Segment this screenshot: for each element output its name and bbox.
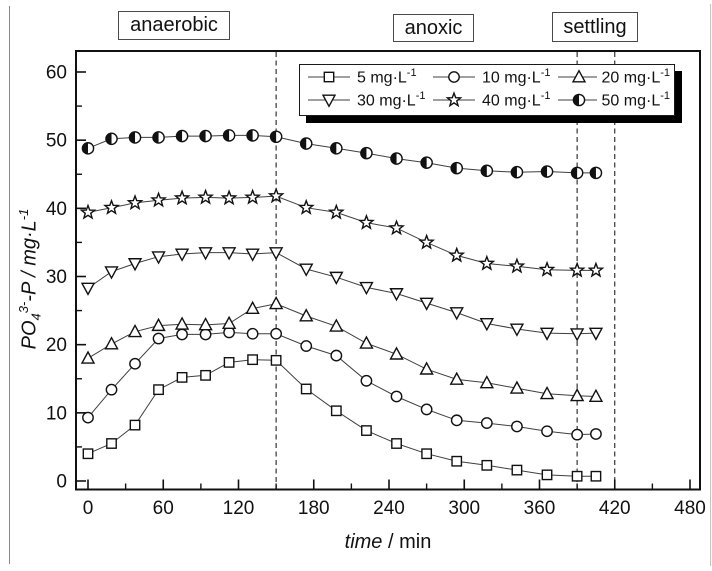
legend-entry: 50 mg·L-1 (556, 90, 670, 110)
tick-label: 360 (524, 498, 556, 519)
legend-entry: 10 mg·L-1 (431, 67, 556, 87)
phase-box-anoxic: anoxic (393, 14, 474, 42)
x-axis-title-var: time (344, 531, 383, 553)
tick-label: 60 (153, 498, 174, 519)
legend-label: 40 mg·L-1 (482, 90, 551, 110)
y-axis: 0 10 20 30 40 50 60 (46, 62, 86, 493)
legend-label: 50 mg·L-1 (601, 90, 670, 110)
legend-marker-half-circle (558, 94, 597, 107)
tick-label: 30 (46, 267, 67, 288)
phase-label-settling: settling (563, 15, 627, 38)
y-axis-title-part: -P / mg·L (18, 220, 41, 302)
tick-label: 300 (448, 498, 480, 519)
phase-box-anaerobic: anaerobic (118, 11, 230, 40)
phase-label-anaerobic: anaerobic (130, 14, 218, 36)
tick-label: 40 (46, 199, 67, 220)
tick-label: 180 (298, 498, 330, 519)
plot-frame (75, 50, 701, 491)
phase-label-anoxic: anoxic (404, 16, 463, 39)
legend-marker-circle (433, 71, 475, 84)
tick-label: 120 (223, 498, 255, 519)
x-axis-title-unit: / min (382, 531, 432, 553)
tick-label: 50 (46, 131, 67, 152)
legend-marker-square (308, 72, 350, 83)
legend-entry: 20 mg·L-1 (556, 67, 670, 87)
tick-label: 10 (46, 403, 67, 424)
legend-label: 5 mg·L-1 (357, 67, 417, 87)
tick-label: 0 (83, 498, 94, 519)
series-20-mg-L-1 (80, 295, 604, 402)
legend-label: 10 mg·L-1 (482, 67, 551, 87)
tick-label: 420 (599, 498, 631, 519)
y-axis-title: PO43--P / mg·L-1 (16, 129, 44, 429)
series-50-mg-L-1 (81, 129, 603, 180)
tick-label: 240 (373, 498, 405, 519)
legend-marker-triangle-down (308, 94, 350, 109)
phase-box-settling: settling (552, 12, 638, 42)
tick-label: 0 (56, 472, 67, 493)
tick-label: 20 (46, 335, 67, 356)
legend-marker-triangle-up (558, 69, 597, 83)
y-axis-title-sup: 3- (16, 301, 31, 314)
legend-marker-star (433, 91, 475, 108)
legend-entry: 30 mg·L-1 (306, 90, 431, 110)
x-axis-title: time / min (76, 531, 700, 554)
tick-label: 480 (674, 498, 706, 519)
x-axis: 0 60 120 180 240 300 360 420 480 (83, 479, 706, 519)
y-axis-title-sup: -1 (16, 208, 31, 221)
legend: 5 mg·L-1 10 mg·L-1 20 mg·L-1 30 mg·L-1 40 mg… (299, 64, 675, 116)
legend-entry: 40 mg·L-1 (431, 90, 556, 110)
legend-label: 30 mg·L-1 (357, 90, 426, 110)
series-5-mg-L-1 (82, 354, 602, 482)
legend-entry: 5 mg·L-1 (306, 67, 431, 87)
series-40-mg-L-1 (79, 187, 605, 278)
series-10-mg-L-1 (82, 326, 602, 441)
y-axis-title-sub: 4 (28, 313, 44, 321)
legend-label: 20 mg·L-1 (601, 67, 670, 87)
series-30-mg-L-1 (80, 247, 604, 342)
tick-label: 60 (46, 62, 67, 83)
y-axis-title-part: PO (18, 320, 41, 350)
